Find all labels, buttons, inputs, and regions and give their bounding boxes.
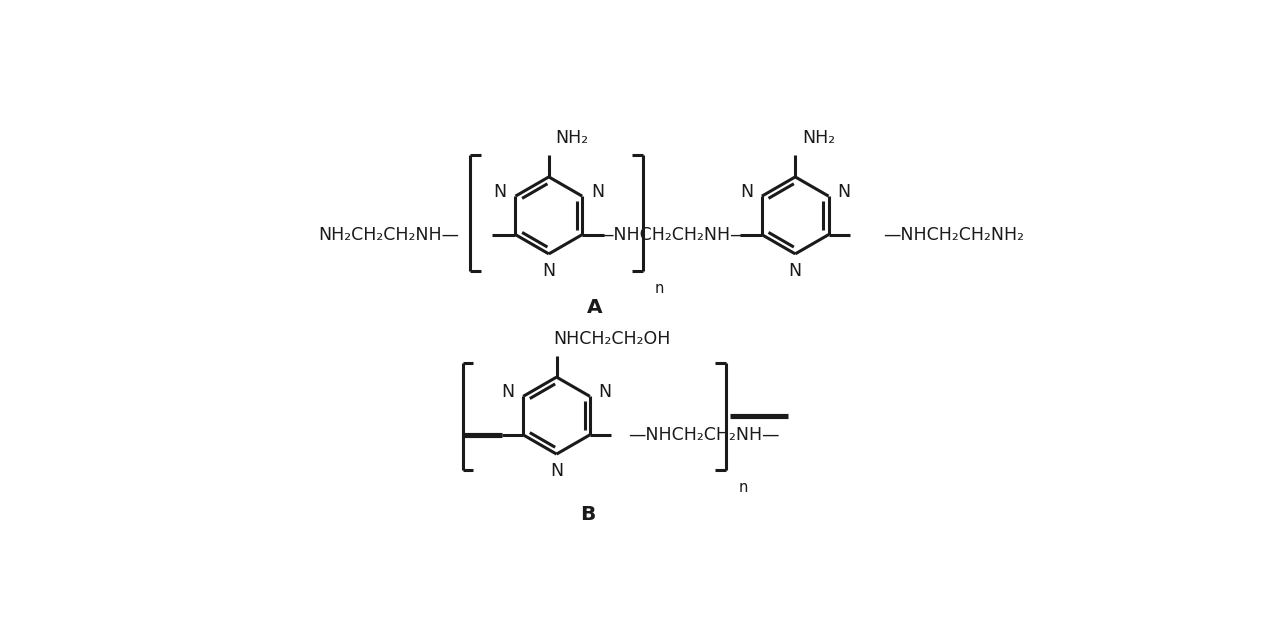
Text: NH₂CH₂CH₂NH—: NH₂CH₂CH₂NH— <box>317 226 459 244</box>
Text: n: n <box>739 479 748 495</box>
Text: N: N <box>789 262 802 280</box>
Text: N: N <box>493 182 506 200</box>
Text: N: N <box>501 383 514 401</box>
Text: N: N <box>550 462 563 480</box>
Text: B: B <box>580 505 595 524</box>
Text: —NHCH₂CH₂NH—: —NHCH₂CH₂NH— <box>596 226 748 244</box>
Text: N: N <box>740 182 753 200</box>
Text: N: N <box>599 383 612 401</box>
Text: N: N <box>591 182 604 200</box>
Text: N: N <box>838 182 851 200</box>
Text: NHCH₂CH₂OH: NHCH₂CH₂OH <box>554 330 671 348</box>
Text: —NHCH₂CH₂NH₂: —NHCH₂CH₂NH₂ <box>884 226 1024 244</box>
Text: —NHCH₂CH₂NH—: —NHCH₂CH₂NH— <box>628 426 780 444</box>
Text: n: n <box>655 281 664 296</box>
Text: N: N <box>542 262 555 280</box>
Text: NH₂: NH₂ <box>555 129 589 147</box>
Text: NH₂: NH₂ <box>802 129 835 147</box>
Text: A: A <box>587 298 603 317</box>
